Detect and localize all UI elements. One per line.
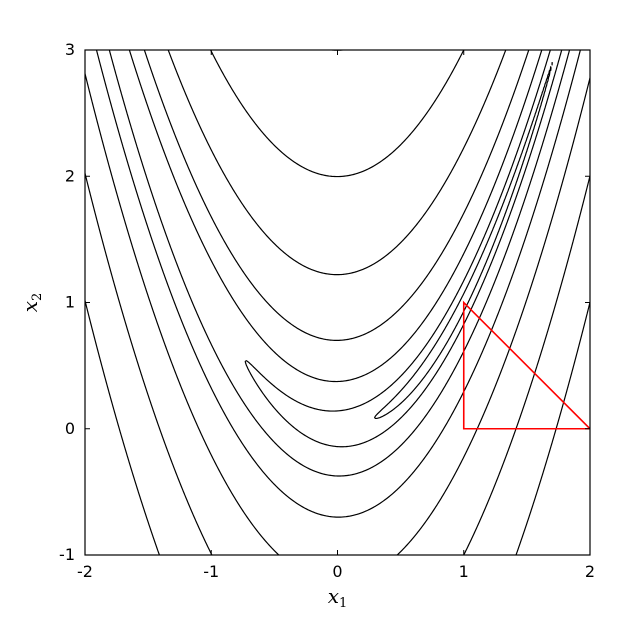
contour-plot: -2-1012 -10123 x1 x2 xyxy=(0,0,640,640)
x-axis-label: x1 xyxy=(328,584,348,611)
y-tick-label: 3 xyxy=(65,40,75,59)
y-tick-label: 2 xyxy=(65,166,75,185)
chart-container: -2-1012 -10123 x1 x2 xyxy=(0,0,640,640)
y-tick-label: -1 xyxy=(59,545,75,564)
y-tick-label: 0 xyxy=(65,419,75,438)
x-tick-label: 1 xyxy=(459,562,469,581)
plot-background xyxy=(85,50,590,555)
x-tick-label: -1 xyxy=(203,562,219,581)
y-axis-label: x2 xyxy=(18,293,45,313)
x-tick-label: 0 xyxy=(332,562,342,581)
x-tick-label: 2 xyxy=(585,562,595,581)
x-tick-label: -2 xyxy=(77,562,93,581)
y-tick-label: 1 xyxy=(65,293,75,312)
